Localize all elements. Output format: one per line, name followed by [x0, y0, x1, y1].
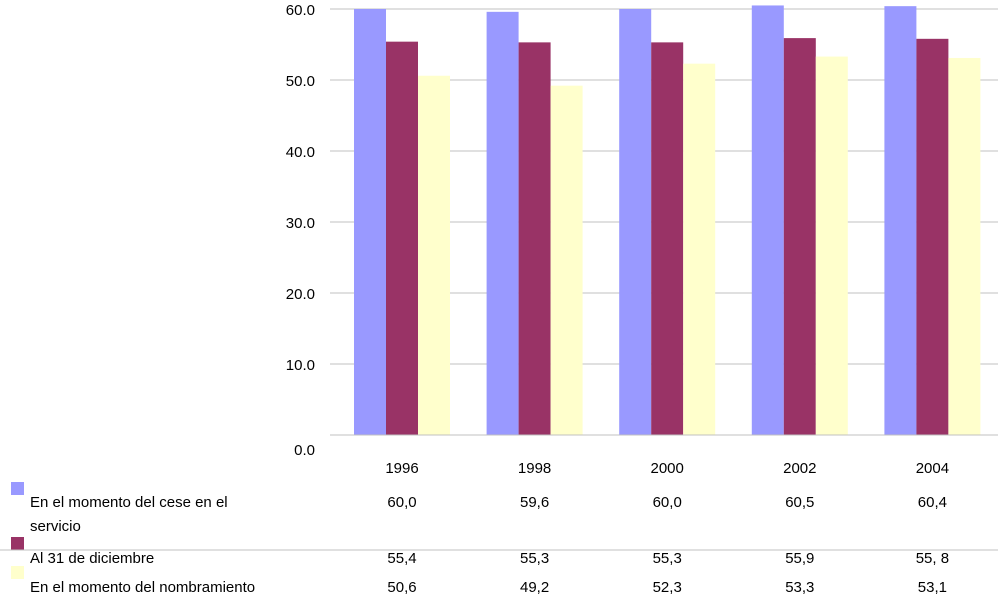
bar: [550, 85, 583, 436]
bar: [486, 11, 519, 436]
y-tick-label: 30.0: [286, 215, 315, 232]
x-tick-label: 2002: [783, 460, 816, 477]
data-table-value: 53,3: [785, 579, 814, 596]
legend-label: servicio: [30, 518, 81, 535]
data-table-value: 55,3: [653, 550, 682, 567]
data-table-value: 55,9: [785, 550, 814, 567]
y-tick-label: 40.0: [286, 144, 315, 161]
bar: [815, 56, 848, 435]
data-table-value: 55,3: [520, 550, 549, 567]
data-table-value: 49,2: [520, 579, 549, 596]
bar: [751, 5, 784, 435]
x-tick-label: 2000: [651, 460, 684, 477]
data-table-value: 59,6: [520, 494, 549, 511]
y-tick-label: 10.0: [286, 357, 315, 374]
x-tick-label: 2004: [916, 460, 949, 477]
data-table-value: 55, 8: [916, 550, 949, 567]
x-tick-label: 1996: [385, 460, 418, 477]
bar: [683, 63, 716, 436]
data-table-value: 55,4: [387, 550, 416, 567]
bar: [651, 42, 684, 436]
bar: [619, 9, 652, 435]
bar: [916, 38, 949, 435]
y-tick-label: 50.0: [286, 73, 315, 90]
bar: [386, 41, 418, 435]
bar: [354, 9, 386, 435]
bar: [518, 42, 551, 436]
x-tick-label: 1998: [518, 460, 551, 477]
legend-swatch: [11, 537, 24, 550]
legend-swatch: [11, 482, 24, 495]
data-table-value: 60,0: [387, 494, 416, 511]
data-table-value: 52,3: [653, 579, 682, 596]
y-tick-label: 20.0: [286, 286, 315, 303]
data-table-value: 60,4: [918, 494, 947, 511]
legend-label: En el momento del nombramiento: [30, 579, 255, 596]
y-tick-label: 0.0: [294, 442, 315, 459]
data-table-value: 50,6: [387, 579, 416, 596]
bar: [418, 75, 450, 436]
bar: [948, 57, 981, 436]
legend-swatch: [11, 566, 24, 579]
data-table-value: 60,5: [785, 494, 814, 511]
data-table-value: 60,0: [653, 494, 682, 511]
y-tick-label: 60.0: [286, 2, 315, 19]
bar: [884, 6, 917, 435]
data-table-value: 53,1: [918, 579, 947, 596]
legend-label: En el momento del cese en el: [30, 494, 228, 511]
legend-label: Al 31 de diciembre: [30, 550, 154, 567]
bar: [783, 38, 816, 436]
